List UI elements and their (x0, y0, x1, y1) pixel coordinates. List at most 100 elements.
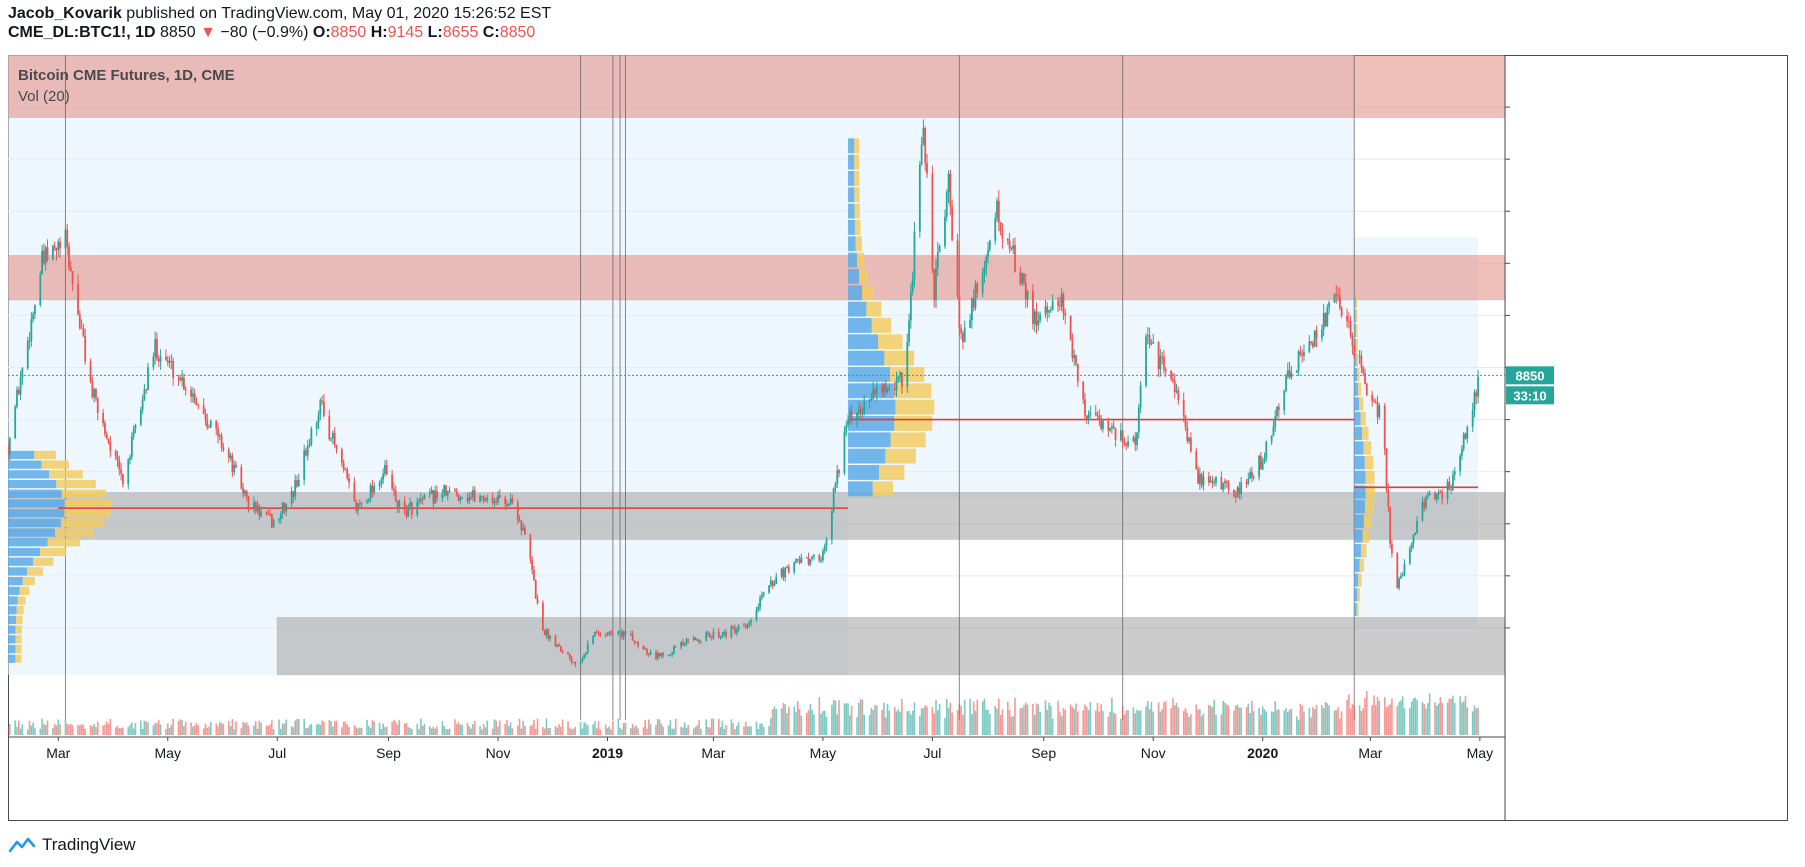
candle-body (682, 641, 684, 646)
chart-area[interactable]: 8850 33:10 Mar May Jul Sep Nov 2019 Mar May Jul Sep… (8, 55, 1788, 821)
candle-body (165, 356, 167, 361)
candle-body (918, 164, 921, 232)
candle-body (419, 498, 422, 501)
candle-body (522, 527, 525, 531)
vp-bar-down (1362, 426, 1369, 440)
volume-bar (1019, 708, 1022, 735)
volume-bar (743, 726, 745, 735)
candle-body (1412, 534, 1415, 544)
volume-bar (1423, 704, 1426, 735)
candle-body (933, 269, 936, 301)
volume-bar (430, 728, 433, 735)
tradingview-logo-icon (8, 837, 36, 853)
candle-body (1134, 437, 1137, 445)
volume-bar (1437, 703, 1440, 735)
vp-bar-down (1365, 485, 1375, 499)
volume-bar (805, 712, 808, 735)
candle-body (832, 488, 835, 512)
zone-resistance-mid[interactable] (8, 255, 1506, 301)
volume-bar (522, 720, 524, 735)
volume-bar (461, 724, 463, 735)
time-tick-label: Mar (46, 745, 70, 761)
volume-bar (1403, 708, 1406, 735)
volume-bar (335, 720, 338, 735)
price-change: −80 (−0.9%) (220, 24, 309, 41)
candle-body (132, 429, 135, 437)
volume-bar (823, 710, 826, 735)
volume-bar (1287, 711, 1289, 735)
candle-body (1112, 426, 1115, 429)
volume-bar (104, 724, 106, 735)
candle-body (559, 646, 562, 652)
vp-bar-up (848, 171, 855, 186)
volume-bar (57, 719, 60, 735)
volume-bar (1414, 697, 1417, 735)
candle-body (507, 504, 510, 507)
volume-bar (441, 720, 444, 735)
volume-bar (644, 720, 647, 735)
candle-body (1021, 273, 1024, 284)
volume-bar (1064, 709, 1067, 735)
price-chart[interactable]: 8850 33:10 Mar May Jul Sep Nov 2019 Mar May Jul Sep… (8, 55, 1788, 821)
candle-body (281, 502, 284, 514)
candle-body (432, 490, 435, 504)
candle-body (308, 444, 311, 446)
volume-bar (963, 699, 966, 735)
volume-bar (1247, 703, 1250, 735)
volume-bar (730, 719, 733, 735)
zone-resistance-top[interactable] (8, 55, 1506, 118)
volume-bar (195, 722, 198, 735)
candle-body (1044, 306, 1047, 315)
candle-body (743, 625, 745, 627)
volume-bar (646, 728, 648, 735)
volume-bar (280, 728, 282, 735)
vp-bar-down (1358, 382, 1362, 396)
candle-body (592, 635, 595, 644)
volume-bar (1276, 709, 1278, 735)
zone-support-mid[interactable] (8, 492, 1506, 540)
candle-body (168, 361, 171, 363)
vp-bar-up (8, 577, 23, 586)
candle-body (107, 438, 110, 443)
tradingview-brand[interactable]: TradingView (42, 835, 136, 854)
candle-body (380, 479, 383, 484)
volume-bar (385, 726, 388, 735)
volume-bar (46, 720, 49, 735)
candle-body (441, 494, 444, 499)
volume-bar (1471, 711, 1474, 735)
vp-bar-up (848, 154, 855, 170)
volume-bar (870, 708, 873, 735)
candle-body (536, 598, 539, 603)
candle-body (762, 592, 765, 596)
volume-bar (1157, 702, 1160, 735)
vp-bar-down (22, 577, 35, 586)
candle-body (900, 372, 903, 387)
candle-body (543, 630, 546, 636)
volume-bar (1383, 697, 1386, 735)
candle-body (256, 505, 259, 512)
volume-legend[interactable]: Vol (20) (18, 88, 70, 105)
volume-bar (642, 727, 645, 735)
volume-bar (793, 706, 795, 735)
series-legend[interactable]: Bitcoin CME Futures, 1D, CME (18, 67, 235, 84)
vp-bar-down (1356, 338, 1358, 352)
vp-bar-up (8, 538, 48, 547)
volume-bar (1450, 698, 1452, 735)
vp-bar-down (854, 187, 860, 203)
candle-body (497, 495, 499, 503)
zone-support-low[interactable] (276, 617, 1506, 676)
candle-body (247, 496, 250, 508)
candle-body (41, 250, 44, 275)
volume-bar (271, 720, 273, 735)
volume-bar (19, 728, 22, 735)
candle-body (683, 643, 686, 646)
candle-body (8, 438, 11, 455)
author-name[interactable]: Jacob_Kovarik (8, 5, 122, 22)
volume-bar (734, 729, 736, 735)
candle-body (418, 500, 420, 503)
candle-body (1364, 373, 1366, 384)
volume-bar (649, 723, 652, 735)
candle-body (1315, 330, 1318, 339)
volume-bar (283, 723, 286, 735)
last-price-badge[interactable]: 8850 33:10 (1506, 366, 1554, 405)
